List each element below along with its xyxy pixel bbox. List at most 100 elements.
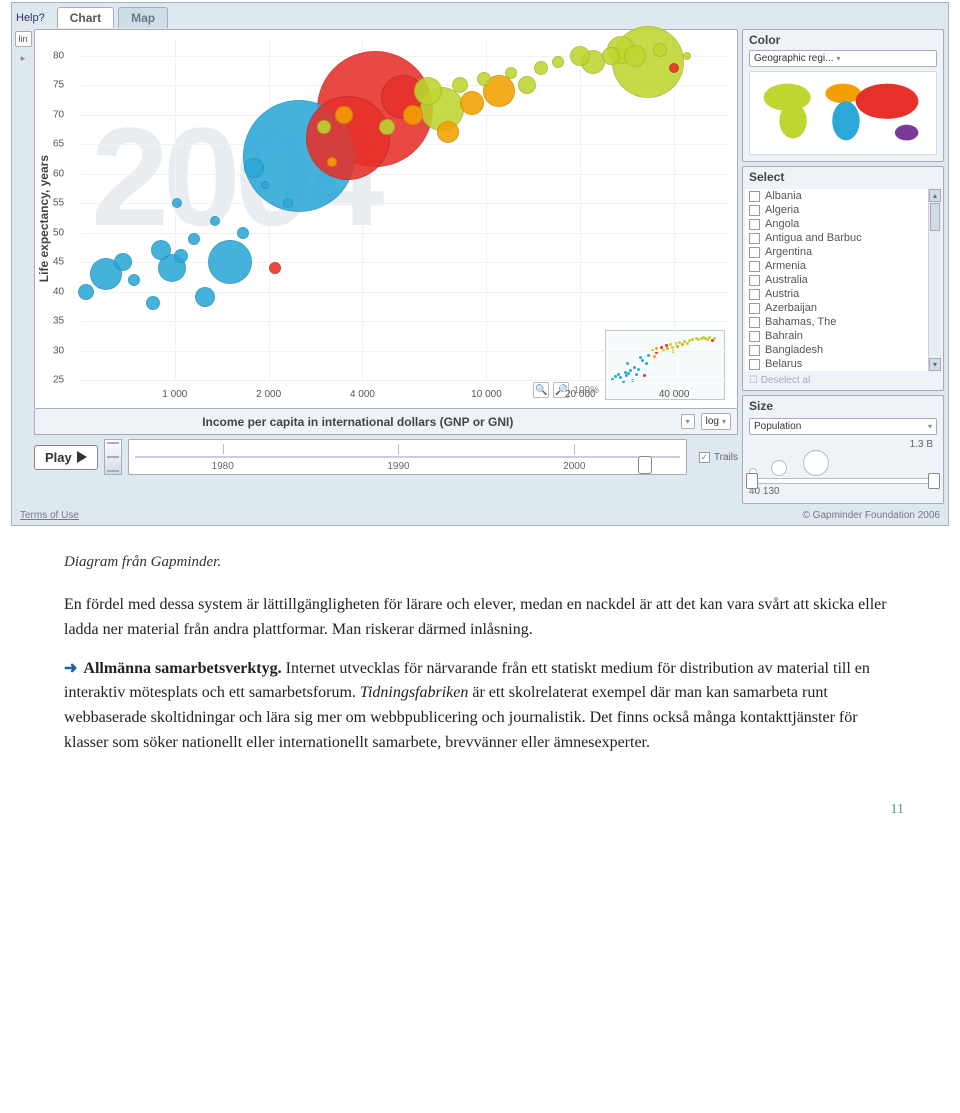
country-checkbox[interactable]	[749, 303, 760, 314]
country-checkbox[interactable]	[749, 205, 760, 216]
country-label: Bahamas, The	[765, 316, 836, 328]
world-map[interactable]	[749, 71, 937, 155]
country-list[interactable]: ▴ ▾ AlbaniaAlgeriaAngolaAntigua and Barb…	[745, 189, 941, 371]
country-row[interactable]: Albania	[745, 189, 941, 203]
bubble[interactable]	[172, 198, 182, 208]
country-row[interactable]: Antigua and Barbuc	[745, 231, 941, 245]
deselect-all-button[interactable]: ☐ Deselect al	[743, 373, 943, 390]
ytick: 25	[53, 375, 64, 386]
trails-checkbox[interactable]: ✓	[699, 452, 710, 463]
bubble[interactable]	[624, 45, 646, 67]
bubble[interactable]	[477, 72, 491, 86]
country-checkbox[interactable]	[749, 317, 760, 328]
bubble[interactable]	[335, 106, 353, 124]
chart-column: Life expectancy, years 2004 🔍 🔎 100% 253…	[34, 29, 738, 504]
bubble[interactable]	[552, 56, 564, 68]
bubble[interactable]	[174, 249, 188, 263]
size-slider[interactable]	[749, 478, 937, 484]
country-row[interactable]: Angola	[745, 217, 941, 231]
xscale-dropdown[interactable]: log ▾	[701, 413, 731, 430]
bubble[interactable]	[269, 262, 281, 274]
country-row[interactable]: Bahrain	[745, 329, 941, 343]
bubble[interactable]	[653, 43, 667, 57]
size-panel: Size Population▾ 1.3 B 40 13	[742, 395, 944, 504]
bubble[interactable]	[534, 61, 548, 75]
bubble[interactable]	[114, 253, 132, 271]
tab-chart[interactable]: Chart	[57, 7, 114, 28]
ytick: 70	[53, 109, 64, 120]
yscale-lin-button[interactable]: lin	[15, 31, 32, 47]
ytick: 35	[53, 316, 64, 327]
timeline[interactable]: 198019902000	[128, 439, 687, 475]
bubble[interactable]	[437, 121, 459, 143]
country-checkbox[interactable]	[749, 233, 760, 244]
size-legend-bubbles	[749, 450, 937, 476]
bubble[interactable]	[244, 158, 264, 178]
bubble[interactable]	[78, 284, 94, 300]
bubble[interactable]	[151, 240, 171, 260]
country-checkbox[interactable]	[749, 219, 760, 230]
bubble[interactable]	[195, 287, 215, 307]
bubble[interactable]	[414, 77, 442, 105]
bubble[interactable]	[283, 198, 293, 208]
country-checkbox[interactable]	[749, 261, 760, 272]
bubble[interactable]	[460, 91, 484, 115]
country-checkbox[interactable]	[749, 247, 760, 258]
country-row[interactable]: Belarus	[745, 357, 941, 371]
xaxis-dropdown[interactable]: ▾	[681, 414, 695, 429]
country-row[interactable]: Bahamas, The	[745, 315, 941, 329]
scrollbar[interactable]: ▴ ▾	[928, 189, 941, 371]
trails-toggle[interactable]: ✓ Trails	[699, 452, 738, 463]
bubble[interactable]	[261, 181, 269, 189]
yscale-column: lin ▸	[16, 29, 30, 504]
country-row[interactable]: Austria	[745, 287, 941, 301]
bubble[interactable]	[327, 157, 337, 167]
play-button[interactable]: Play	[34, 445, 98, 470]
bubble[interactable]	[452, 77, 468, 93]
bubble[interactable]	[208, 240, 252, 284]
country-label: Azerbaijan	[765, 302, 817, 314]
country-checkbox[interactable]	[749, 275, 760, 286]
bubble[interactable]	[379, 119, 395, 135]
bubble[interactable]	[403, 105, 423, 125]
bubble[interactable]	[188, 233, 200, 245]
bubble[interactable]	[505, 67, 517, 79]
bubble[interactable]	[128, 274, 140, 286]
country-row[interactable]: Azerbaijan	[745, 301, 941, 315]
country-row[interactable]: Australia	[745, 273, 941, 287]
bubble[interactable]	[570, 46, 590, 66]
country-label: Bahrain	[765, 330, 803, 342]
paragraph-2: ➜Allmänna samarbetsverktyg. Internet utv…	[64, 657, 888, 756]
tab-map[interactable]: Map	[118, 7, 168, 28]
country-row[interactable]: Algeria	[745, 203, 941, 217]
paragraph-1: En fördel med dessa system är lättillgän…	[64, 593, 888, 643]
color-dropdown[interactable]: Geographic regi...▾	[749, 50, 937, 67]
terms-link[interactable]: Terms of Use	[20, 510, 79, 521]
bubble[interactable]	[518, 76, 536, 94]
country-row[interactable]: Armenia	[745, 259, 941, 273]
bubble[interactable]	[602, 47, 620, 65]
help-link[interactable]: Help?	[16, 12, 45, 24]
plot-area[interactable]: 2004 🔍 🔎 100% 2530354045505560657075801 …	[53, 38, 729, 404]
bubble[interactable]	[683, 52, 691, 60]
country-checkbox[interactable]	[749, 331, 760, 342]
country-checkbox[interactable]	[749, 359, 760, 370]
scroll-up-icon[interactable]: ▴	[929, 189, 941, 202]
country-checkbox[interactable]	[749, 191, 760, 202]
bubble[interactable]	[210, 216, 220, 226]
bubble[interactable]	[317, 120, 331, 134]
country-checkbox[interactable]	[749, 345, 760, 356]
timeline-knob[interactable]	[638, 456, 652, 474]
speed-slider[interactable]	[104, 439, 122, 475]
scroll-thumb[interactable]	[930, 203, 940, 231]
country-row[interactable]: Argentina	[745, 245, 941, 259]
country-row[interactable]: Bangladesh	[745, 343, 941, 357]
bubble[interactable]	[669, 63, 679, 73]
bubble[interactable]	[237, 227, 249, 239]
zoom-in-icon[interactable]: 🔍	[533, 382, 549, 398]
size-dropdown[interactable]: Population▾	[749, 418, 937, 435]
bubble[interactable]	[146, 296, 160, 310]
country-checkbox[interactable]	[749, 289, 760, 300]
main: lin ▸ Life expectancy, years 2004 🔍 🔎 10…	[12, 29, 948, 508]
scroll-down-icon[interactable]: ▾	[929, 358, 941, 371]
